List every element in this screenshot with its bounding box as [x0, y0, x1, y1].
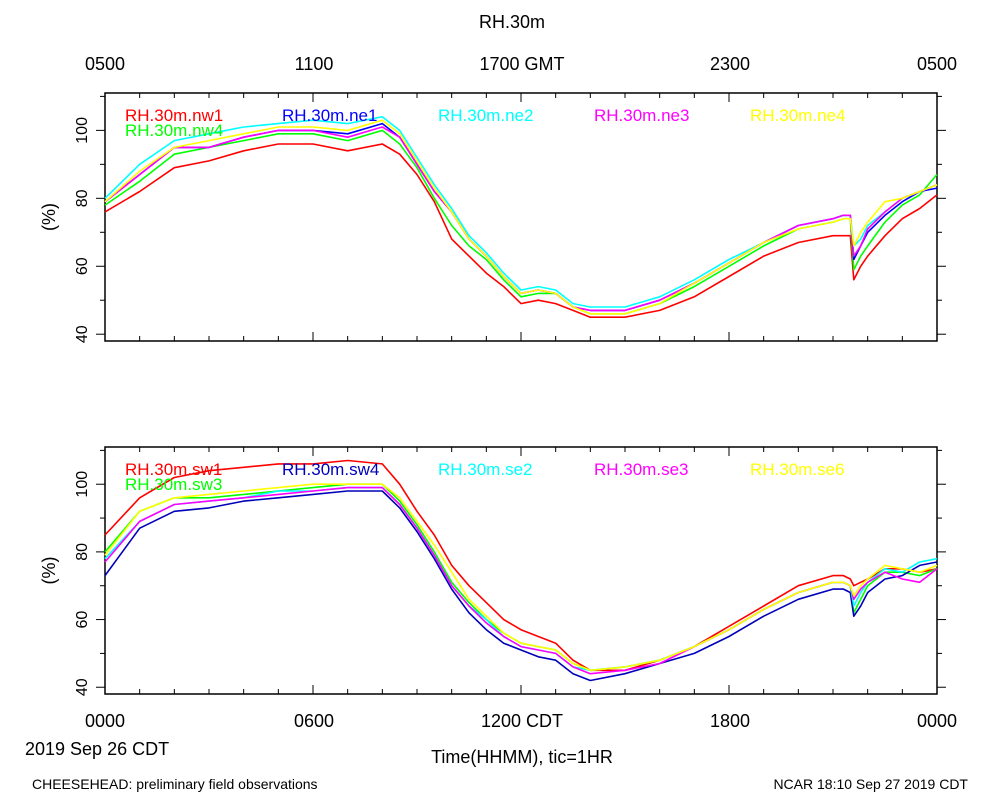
series-line-RH-30m-se6 — [104, 483, 938, 672]
bottom-axis-tick-label: 0600 — [294, 711, 334, 731]
bottom-axis-tick-label: 1800 — [710, 711, 750, 731]
series-line-RH-30m-ne1 — [104, 122, 938, 312]
bottom-axis-tick-label: 0000 — [85, 711, 125, 731]
y-tick-label: 80 — [74, 543, 91, 561]
legend-entry: RH.30m.ne1 — [282, 106, 377, 125]
top-axis-tick-label: 0500 — [85, 54, 125, 74]
series-line-RH-30m-se3 — [104, 486, 938, 675]
series-line-RH-30m-ne2 — [104, 116, 938, 308]
date-label: 2019 Sep 26 CDT — [25, 739, 169, 759]
y-tick-label: 100 — [74, 471, 91, 498]
legend-entry: RH.30m.ne2 — [438, 106, 533, 125]
top-axis-tick-label: 1100 — [295, 54, 334, 74]
legend-entry: RH.30m.se3 — [594, 460, 688, 479]
y-tick-label: 60 — [74, 257, 91, 275]
series-line-RH-30m-ne4 — [104, 119, 938, 315]
y-axis-label: (%) — [39, 203, 59, 231]
y-tick-label: 100 — [74, 117, 91, 144]
chart-title: RH.30m — [479, 12, 545, 32]
y-axis-label: (%) — [39, 557, 59, 585]
x-axis-label: Time(HHMM), tic=1HR — [431, 747, 613, 767]
footer-left: CHEESEHEAD: preliminary field observatio… — [32, 776, 318, 792]
legend-entry: RH.30m.ne4 — [750, 106, 845, 125]
footer-right: NCAR 18:10 Sep 27 2019 CDT — [773, 776, 968, 792]
top-panel: 40 60 80 100 (%) RH.30m.nw1 RH.30m.ne1 RH.30m.n… — [39, 92, 946, 343]
y-tick-label: 80 — [74, 189, 91, 207]
legend-entry: RH.30m.sw4 — [282, 460, 379, 479]
legend-entry: RH.30m.sw1 — [125, 460, 222, 479]
top-axis-tick-label: 2300 — [710, 54, 750, 74]
legend-entry: RH.30m.se2 — [438, 460, 532, 479]
legend-entry: RH.30m.sw3 — [125, 475, 222, 494]
y-tick-label: 40 — [74, 325, 91, 343]
legend-entry: RH.30m.ne3 — [594, 106, 689, 125]
series-line-RH-30m-sw1 — [104, 459, 938, 672]
bottom-panel: 40 60 80 100 (%) RH.30m.sw1 RH.30m.sw4 RH.30m.s… — [39, 446, 946, 696]
legend-entry: RH.30m.nw1 — [125, 106, 223, 125]
series-line-RH-30m-nw1 — [104, 143, 938, 319]
legend-entry: RH.30m.se6 — [750, 460, 844, 479]
y-tick-label: 60 — [74, 611, 91, 629]
bottom-axis-tick-label: 0000 — [917, 711, 957, 731]
bottom-axis-tick-label: 1200 CDT — [481, 711, 563, 731]
legend-entry: RH.30m.nw4 — [125, 121, 223, 140]
plot-frame — [104, 446, 938, 695]
y-tick-label: 40 — [74, 678, 91, 696]
series-line-RH-30m-sw4 — [104, 490, 938, 682]
top-axis-tick-label: 1700 GMT — [479, 54, 564, 74]
top-axis-tick-label: 0500 — [917, 54, 957, 74]
